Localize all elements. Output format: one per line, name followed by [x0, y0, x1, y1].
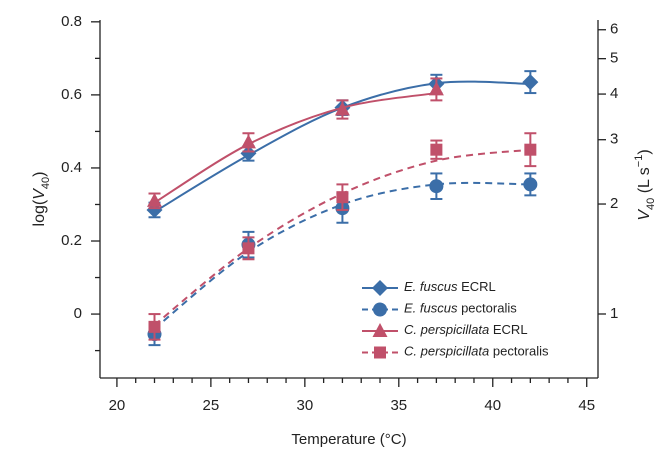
marker: [524, 143, 537, 156]
y-tick-label: 0.6: [61, 86, 82, 103]
marker: [372, 323, 388, 337]
fit-line: [153, 148, 531, 326]
y2-axis-label-part: −1: [633, 155, 645, 168]
y2-tick-label: 6: [610, 21, 618, 38]
y2-axis-label-part: V: [636, 209, 653, 221]
marker: [522, 74, 539, 91]
y2-axis-label-part: 40: [645, 198, 657, 210]
y2-axis-label-part: ): [636, 149, 653, 154]
legend-label: E. fuscus pectoralis: [404, 301, 517, 316]
y2-tick-label: 1: [610, 305, 618, 322]
marker: [523, 177, 538, 192]
y2-axis-label: V40 (L s−1): [633, 149, 657, 220]
y2-tick-label: 4: [610, 85, 618, 102]
legend-label: C. perspicillata pectoralis: [404, 344, 549, 359]
marker: [429, 179, 444, 194]
marker: [372, 280, 388, 296]
y2-axis-label-part: (L s: [636, 167, 653, 198]
marker: [336, 191, 349, 204]
y-axis-label-part: log(: [31, 199, 48, 226]
y-axis-label: log(V40): [31, 172, 52, 227]
y-axis-label-part: V: [31, 188, 48, 200]
fit-line: [153, 92, 437, 204]
marker: [240, 134, 256, 149]
legend-label: E. fuscus ECRL: [404, 279, 496, 294]
y-axis-label-part: 40: [40, 177, 52, 189]
x-tick-label: 40: [484, 397, 501, 414]
marker: [374, 346, 386, 359]
x-tick-label: 25: [203, 397, 220, 414]
marker: [430, 143, 443, 156]
y-tick-label: 0.4: [61, 159, 82, 176]
x-tick-label: 30: [296, 397, 313, 414]
y2-tick-label: 3: [610, 131, 618, 148]
y2-tick-label: 2: [610, 195, 618, 212]
marker: [334, 101, 350, 116]
marker: [240, 145, 257, 162]
y-tick-label: 0.2: [61, 232, 82, 249]
x-tick-label: 35: [390, 397, 407, 414]
marker: [428, 81, 444, 96]
legend-label: C. perspicillata ECRL: [404, 322, 528, 337]
x-axis-label: Temperature (°C): [291, 431, 406, 448]
x-tick-label: 45: [578, 397, 595, 414]
y2-tick-label: 5: [610, 50, 618, 67]
marker: [373, 302, 387, 317]
marker: [148, 320, 161, 333]
y-axis-label-part: ): [31, 172, 48, 177]
y-tick-label: 0: [74, 305, 82, 322]
y-tick-label: 0.8: [61, 13, 82, 30]
x-tick-label: 20: [109, 397, 126, 414]
marker: [146, 192, 162, 207]
marker: [242, 242, 255, 255]
